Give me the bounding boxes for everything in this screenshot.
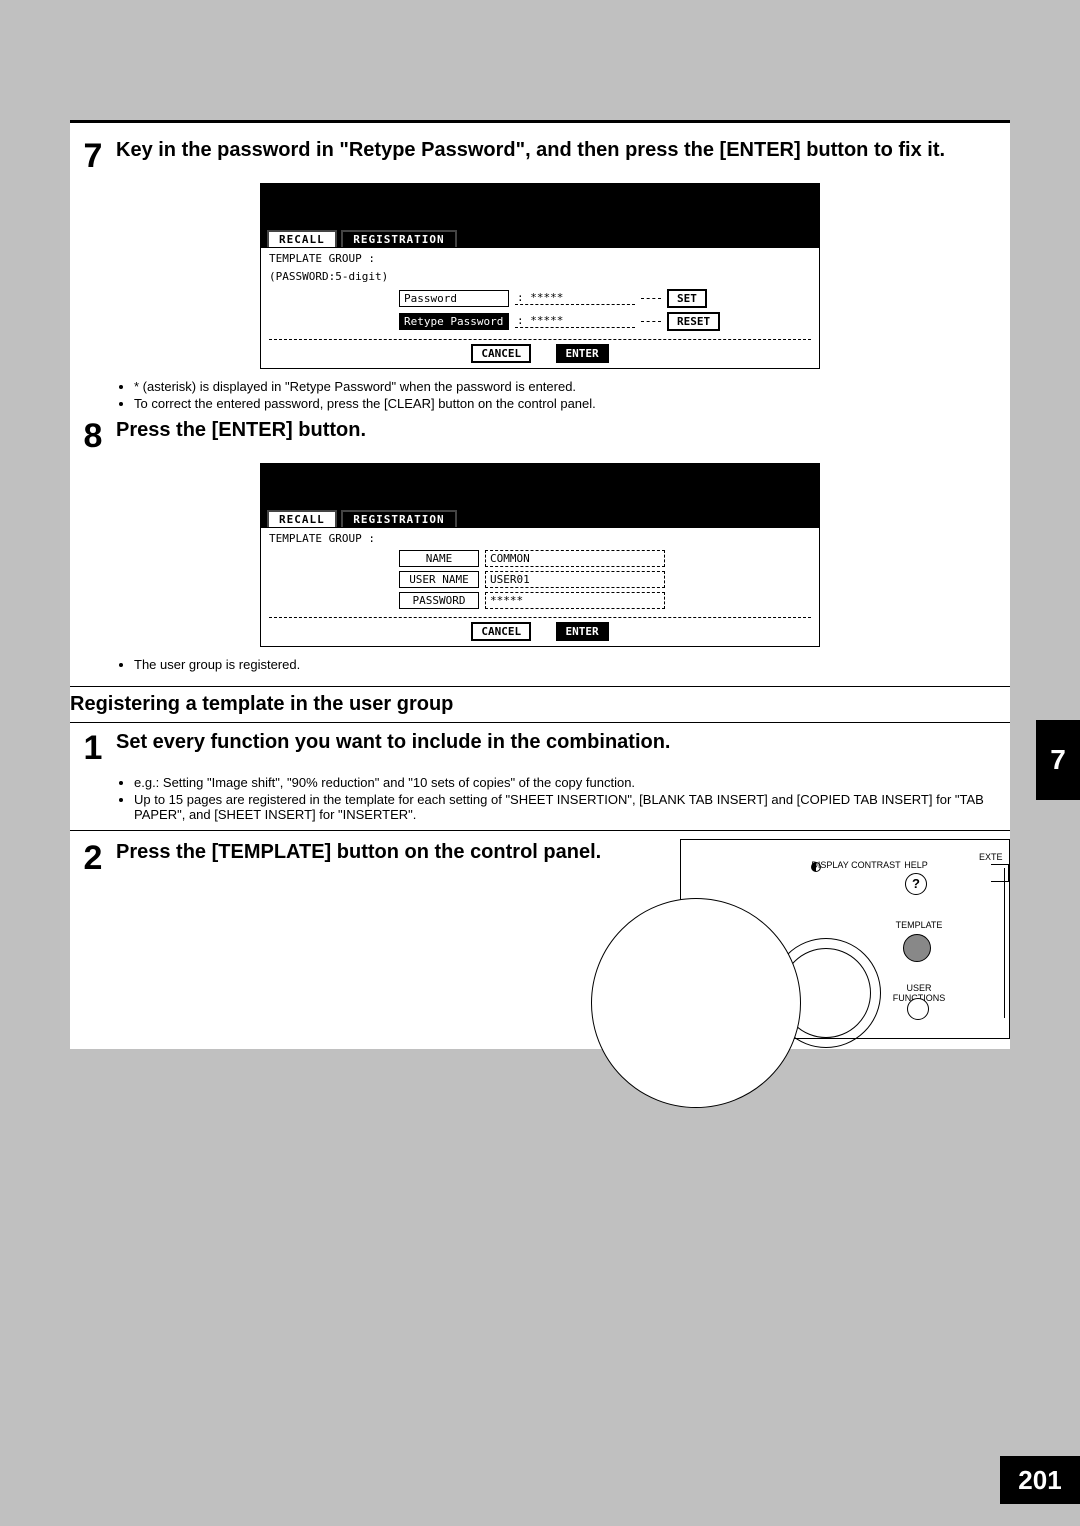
step-7: 7 Key in the password in "Retype Passwor… — [70, 137, 1010, 173]
control-panel-diagram: DISPLAY CONTRAST HELP TEMPLATE USER FUNC… — [680, 839, 1010, 1039]
status-line-2: (PASSWORD:5-digit) — [269, 270, 811, 284]
divider — [70, 830, 1010, 831]
note-item: e.g.: Setting "Image shift", "90% reduct… — [134, 775, 1010, 790]
note-item: To correct the entered password, press t… — [134, 396, 1010, 411]
name-label: NAME — [399, 550, 479, 567]
step-title: Press the [ENTER] button. — [116, 417, 1010, 443]
page-number: 201 — [1000, 1456, 1080, 1504]
password-label: Password — [399, 290, 509, 307]
page-content: 7 Key in the password in "Retype Passwor… — [70, 120, 1010, 1049]
chapter-side-tab: 7 — [1036, 720, 1080, 800]
status-line: TEMPLATE GROUP : — [269, 532, 811, 546]
step-7-notes: * (asterisk) is displayed in "Retype Pas… — [116, 379, 1010, 411]
lcd-screen-password: RECALL REGISTRATION TEMPLATE GROUP : (PA… — [260, 183, 820, 369]
step-1-notes: e.g.: Setting "Image shift", "90% reduct… — [116, 775, 1010, 822]
step-number: 1 — [70, 729, 116, 765]
step-number: 8 — [70, 417, 116, 453]
set-button[interactable]: SET — [667, 289, 707, 308]
note-item: The user group is registered. — [134, 657, 1010, 672]
username-label: USER NAME — [399, 571, 479, 588]
top-rule — [70, 120, 1010, 123]
name-value: COMMON — [485, 550, 665, 567]
cancel-button[interactable]: CANCEL — [471, 344, 531, 363]
lcd-screen-group: RECALL REGISTRATION TEMPLATE GROUP : NAM… — [260, 463, 820, 647]
step-title: Press the [TEMPLATE] button on the contr… — [116, 839, 670, 865]
panel-arc — [591, 898, 801, 1108]
tab-recall[interactable]: RECALL — [267, 230, 337, 247]
step-title: Set every function you want to include i… — [116, 729, 1010, 755]
step-8-notes: The user group is registered. — [116, 657, 1010, 672]
step-title: Key in the password in "Retype Password"… — [116, 137, 1010, 163]
username-value: USER01 — [485, 571, 665, 588]
retype-password-value: : ***** — [515, 314, 635, 328]
template-label: TEMPLATE — [891, 920, 947, 930]
template-button[interactable] — [903, 934, 931, 962]
exte-label: EXTE — [979, 852, 1003, 862]
password-value: ***** — [485, 592, 665, 609]
note-item: Up to 15 pages are registered in the tem… — [134, 792, 1010, 822]
tab-recall[interactable]: RECALL — [267, 510, 337, 527]
step-2: 2 Press the [TEMPLATE] button on the con… — [70, 839, 670, 875]
help-button[interactable]: ? — [905, 873, 927, 895]
tab-registration[interactable]: REGISTRATION — [341, 510, 456, 527]
user-functions-button[interactable] — [907, 998, 929, 1020]
password-value: : ***** — [515, 291, 635, 305]
step-number: 7 — [70, 137, 116, 173]
step-number: 2 — [70, 839, 116, 875]
password-label: PASSWORD — [399, 592, 479, 609]
external-slot-icon — [991, 864, 1009, 882]
reset-button[interactable]: RESET — [667, 312, 720, 331]
note-item: * (asterisk) is displayed in "Retype Pas… — [134, 379, 1010, 394]
step-8: 8 Press the [ENTER] button. — [70, 417, 1010, 453]
display-contrast-label: DISPLAY CONTRAST — [806, 860, 906, 870]
enter-button[interactable]: ENTER — [556, 622, 609, 641]
status-line-1: TEMPLATE GROUP : — [269, 252, 811, 266]
retype-password-label: Retype Password — [399, 313, 509, 330]
cancel-button[interactable]: CANCEL — [471, 622, 531, 641]
help-label: HELP — [896, 860, 936, 870]
step-1: 1 Set every function you want to include… — [70, 729, 1010, 765]
enter-button[interactable]: ENTER — [556, 344, 609, 363]
tab-registration[interactable]: REGISTRATION — [341, 230, 456, 247]
section-heading: Registering a template in the user group — [70, 686, 1010, 723]
